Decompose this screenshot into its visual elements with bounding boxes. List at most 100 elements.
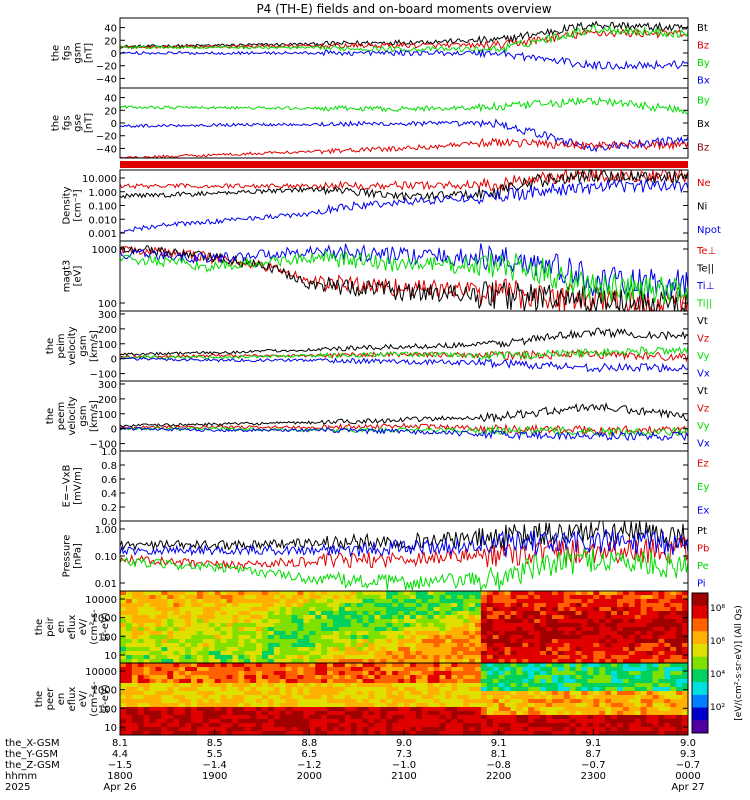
spectrogram-cell bbox=[546, 695, 553, 700]
spectrogram-cell bbox=[451, 731, 458, 736]
spectrogram-cell bbox=[599, 607, 606, 612]
spectrogram-cell bbox=[486, 611, 494, 616]
spectrogram-cell bbox=[149, 671, 156, 676]
spectrogram-cell bbox=[646, 611, 653, 616]
legend-pressure-item: Pe bbox=[697, 561, 709, 572]
spectrogram-cell bbox=[622, 611, 630, 616]
spectrogram-cell bbox=[131, 683, 139, 688]
spectrogram-cell bbox=[469, 671, 476, 676]
spectrogram-cell bbox=[463, 619, 470, 624]
spectrogram-cell bbox=[297, 731, 304, 736]
spectrogram-cell bbox=[321, 615, 328, 620]
spectrogram-cell bbox=[398, 679, 405, 684]
spectrogram-cell bbox=[504, 715, 511, 720]
spectrogram-cell bbox=[250, 647, 257, 652]
spectrogram-cell bbox=[575, 639, 582, 644]
spectrogram-cell bbox=[350, 591, 358, 596]
ytick-label: 100 bbox=[98, 632, 117, 643]
spectrogram-cell bbox=[161, 619, 168, 624]
spectrogram-cell bbox=[238, 667, 245, 672]
spectrogram-cell bbox=[131, 595, 139, 600]
spectrogram-cell bbox=[557, 675, 565, 680]
spectrogram-cell bbox=[167, 659, 174, 664]
spectrogram-cell bbox=[628, 643, 636, 648]
spectrogram-cell bbox=[640, 667, 647, 672]
spectrogram-cell bbox=[191, 667, 198, 672]
spectrogram-cell bbox=[676, 675, 683, 680]
spectrogram-cell bbox=[516, 703, 523, 708]
spectrogram-cell bbox=[185, 615, 192, 620]
spectrogram-cell bbox=[439, 667, 446, 672]
spectrogram-cell bbox=[622, 683, 630, 688]
spectrogram-cell bbox=[640, 727, 647, 732]
spectrogram-cell bbox=[516, 623, 523, 628]
spectrogram-cell bbox=[563, 623, 571, 628]
spectrogram-cell bbox=[161, 667, 168, 672]
spectrogram-cell bbox=[208, 607, 216, 612]
spectrogram-cell bbox=[185, 599, 192, 604]
ytick-label: 1000 bbox=[92, 614, 117, 625]
series-fgs-gse-by bbox=[119, 96, 689, 115]
spectrogram-cell bbox=[368, 623, 375, 628]
spectrogram-cell bbox=[617, 659, 624, 664]
spectrogram-cell bbox=[309, 667, 316, 672]
ylabel-line: Pressure bbox=[62, 535, 73, 578]
spectrogram-cell bbox=[238, 595, 245, 600]
spectrogram-cell bbox=[167, 711, 174, 716]
spectrogram-cell bbox=[498, 731, 505, 736]
spectrogram-cell bbox=[617, 631, 624, 636]
spectrogram-cell bbox=[356, 623, 363, 628]
ylabel-line: gsm bbox=[78, 405, 89, 426]
spectrogram-cell bbox=[125, 723, 133, 728]
spectrogram-cell bbox=[540, 619, 547, 624]
spectrogram-cell bbox=[628, 687, 636, 692]
spectrogram-cell bbox=[285, 627, 292, 632]
spectrogram-cell bbox=[498, 659, 505, 664]
spectrogram-cell bbox=[321, 719, 328, 724]
spectrogram-cell bbox=[143, 719, 150, 724]
spectrogram-cell bbox=[658, 611, 665, 616]
spectrogram-cell bbox=[628, 731, 636, 736]
spectrogram-cell bbox=[628, 651, 636, 656]
spectrogram-cell bbox=[522, 639, 529, 644]
spectrogram-cell bbox=[356, 651, 363, 656]
spectrogram-cell bbox=[398, 731, 405, 736]
panel-density-ylabel: Density[cm⁻³] bbox=[62, 186, 84, 224]
spectrogram-cell bbox=[137, 711, 145, 716]
spectrogram-cell bbox=[551, 651, 559, 656]
spectrogram-cell bbox=[676, 711, 683, 716]
spectrogram-cell bbox=[220, 627, 227, 632]
spectrogram-cell bbox=[475, 723, 482, 728]
spectrogram-cell bbox=[463, 727, 470, 732]
spectrogram-cell bbox=[125, 691, 133, 696]
spectrogram-cell bbox=[492, 655, 500, 660]
spectrogram-cell bbox=[155, 727, 162, 732]
spectrogram-cell bbox=[285, 603, 292, 608]
spectrogram-cell bbox=[362, 703, 369, 708]
spectrogram-cell bbox=[244, 703, 251, 708]
spectrogram-cell bbox=[149, 623, 156, 628]
spectrogram-cell bbox=[315, 623, 322, 628]
spectrogram-cell bbox=[362, 599, 369, 604]
spectrogram-cell bbox=[581, 711, 588, 716]
spectrogram-cell bbox=[143, 655, 150, 660]
spectrogram-cell bbox=[167, 695, 174, 700]
spectrogram-cell bbox=[167, 683, 174, 688]
spectrogram-cell bbox=[327, 599, 334, 604]
spectrogram-cell bbox=[427, 687, 434, 692]
ylabel-line: en bbox=[56, 693, 67, 706]
spectrogram-cell bbox=[244, 731, 251, 736]
spectrogram-cell bbox=[374, 603, 381, 608]
spectrogram-cell bbox=[676, 611, 683, 616]
spectrogram-cell bbox=[587, 687, 594, 692]
spectrogram-cell bbox=[575, 603, 582, 608]
spectrogram-cell bbox=[285, 591, 292, 596]
spectrogram-cell bbox=[498, 719, 505, 724]
spectrogram-cell bbox=[563, 683, 571, 688]
spectrogram-cell bbox=[143, 671, 150, 676]
spectrogram-cell bbox=[634, 707, 642, 712]
spectrogram-cell bbox=[575, 591, 582, 596]
spectrogram-cell bbox=[415, 695, 423, 700]
spectrogram-cell bbox=[540, 683, 547, 688]
spectrogram-cell bbox=[658, 599, 665, 604]
